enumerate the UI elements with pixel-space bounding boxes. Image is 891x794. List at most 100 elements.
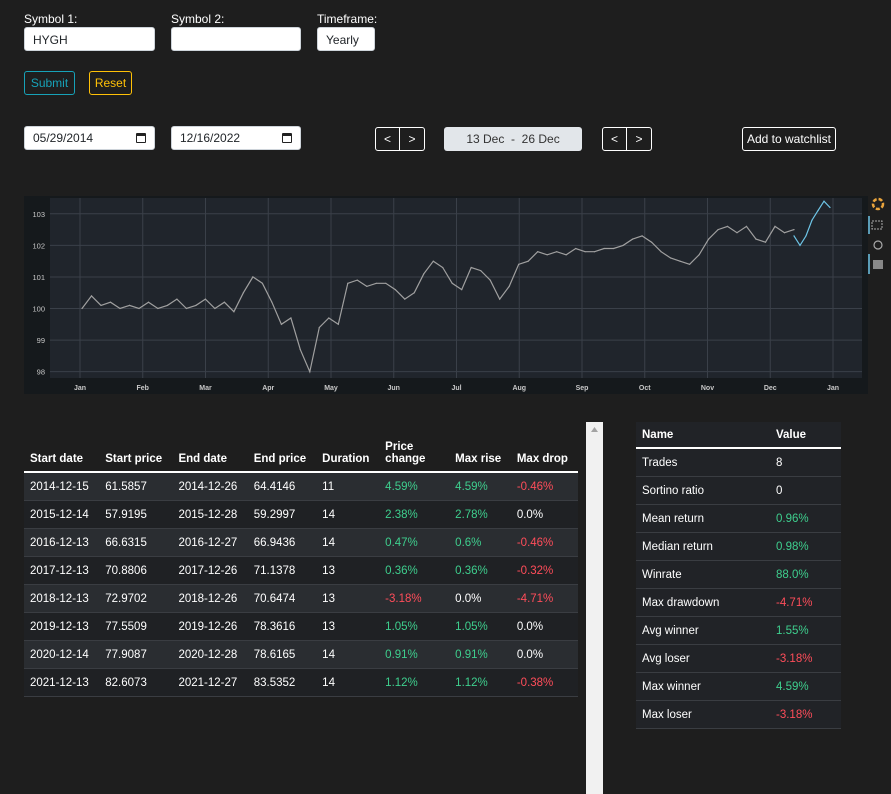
table-cell: 2014-12-26 — [172, 472, 248, 501]
bokeh-logo-icon[interactable] — [871, 197, 885, 211]
data-point — [556, 251, 558, 253]
submit-button[interactable]: Submit — [24, 71, 75, 95]
table-cell: 57.9195 — [99, 500, 173, 529]
calendar-icon[interactable] — [136, 133, 146, 143]
data-point — [290, 317, 292, 319]
table-cell: 2019-12-13 — [24, 612, 100, 641]
data-point — [138, 307, 140, 310]
table-cell: 2015-12-14 — [24, 500, 100, 529]
stats-row: Mean return 0.96% — [636, 504, 841, 533]
data-point — [499, 298, 501, 300]
next-period-button[interactable]: > — [627, 127, 652, 151]
data-point — [745, 225, 748, 227]
reset-icon[interactable] — [873, 240, 883, 250]
table-cell: 13 — [316, 612, 380, 641]
table-cell: 2015-12-28 — [172, 500, 248, 529]
data-point — [603, 247, 605, 250]
price-chart[interactable]: 98 99 100 101 102 103 Jan Feb Mar Apr May Jun Jul Aug… — [24, 196, 868, 394]
x-tick-label: May — [324, 385, 338, 392]
y-tick-label: 103 — [32, 210, 45, 219]
data-point — [546, 254, 548, 256]
stats-row: Median return 0.98% — [636, 532, 841, 561]
next-range-button[interactable]: > — [400, 127, 425, 151]
table-cell: 2.38% — [379, 500, 450, 529]
price-series-line — [81, 225, 795, 374]
stats-row: Max drawdown -4.71% — [636, 588, 841, 617]
table-cell: 77.9087 — [99, 640, 173, 669]
stat-value: -3.18% — [770, 700, 841, 729]
stats-row: Winrate 88.0% — [636, 560, 841, 589]
table-row: 2018-12-13 72.9702 2018-12-26 70.6474 13 -3.1… — [24, 584, 578, 613]
data-point — [755, 238, 757, 240]
stat-value: -4.71% — [770, 588, 841, 617]
data-point — [166, 304, 168, 306]
table-cell: 2021-12-13 — [24, 668, 100, 697]
x-tick-label: Dec — [764, 385, 777, 392]
table-cell: -0.38% — [510, 668, 578, 697]
table-cell: 64.4146 — [247, 472, 317, 501]
symbol2-label: Symbol 2: — [171, 12, 225, 26]
table-cell: 0.91% — [449, 640, 511, 669]
scroll-up-arrow-icon[interactable] — [586, 422, 603, 436]
symbol1-label: Symbol 1: — [24, 12, 78, 26]
table-cell: 0.0% — [510, 500, 578, 529]
data-point — [252, 276, 254, 278]
table-cell: 11 — [316, 472, 380, 501]
data-point — [185, 307, 187, 310]
data-point — [157, 307, 159, 310]
data-point — [708, 238, 710, 240]
x-tick-label: Jan — [74, 385, 86, 392]
data-point — [489, 279, 491, 281]
table-cell: 13 — [316, 556, 380, 585]
stat-name: Median return — [636, 532, 770, 561]
table-cell: 0.0% — [449, 584, 511, 613]
data-point — [793, 235, 795, 237]
trades-column-header: Start date — [24, 422, 100, 473]
stats-column-header: Value — [770, 422, 841, 449]
table-cell: 78.3616 — [247, 612, 317, 641]
stats-column-header: Name — [636, 422, 770, 449]
x-tick-label: Jun — [388, 385, 400, 392]
start-date-input[interactable]: 05/29/2014 — [24, 126, 155, 150]
table-cell: 72.9702 — [99, 584, 173, 613]
table-cell: 77.5509 — [99, 612, 173, 641]
data-point — [81, 307, 83, 310]
data-point — [242, 292, 244, 294]
box-zoom-icon[interactable] — [868, 216, 883, 234]
prev-period-button[interactable]: < — [602, 127, 627, 151]
table-cell: 2016-12-27 — [172, 528, 248, 557]
data-point — [176, 298, 178, 300]
data-point — [100, 304, 102, 306]
table-cell: 83.5352 — [247, 668, 317, 697]
data-point — [679, 260, 681, 262]
timeframe-select[interactable]: Yearly — [317, 27, 375, 51]
prev-range-button[interactable]: < — [375, 127, 400, 151]
scrollbar[interactable] — [586, 422, 603, 794]
symbol2-input[interactable] — [171, 27, 301, 51]
table-cell: 66.9436 — [247, 528, 317, 557]
table-cell: 14 — [316, 528, 380, 557]
reset-button[interactable]: Reset — [89, 71, 132, 95]
table-cell: 70.8806 — [99, 556, 173, 585]
table-cell: 1.05% — [379, 612, 450, 641]
table-cell: -0.46% — [510, 528, 578, 557]
x-tick-label: Jul — [451, 385, 461, 392]
data-point — [537, 251, 539, 253]
data-point — [793, 229, 795, 231]
add-to-watchlist-button[interactable]: Add to watchlist — [742, 127, 836, 151]
data-point — [565, 254, 567, 256]
timeframe-label: Timeframe: — [317, 12, 378, 26]
symbol1-input[interactable]: HYGH — [24, 27, 155, 51]
table-row: 2017-12-13 70.8806 2017-12-26 71.1378 13 0.36… — [24, 556, 578, 585]
data-point — [817, 210, 819, 212]
data-point — [328, 317, 330, 319]
calendar-icon[interactable] — [282, 133, 292, 143]
data-point — [594, 251, 596, 253]
stat-value: -3.18% — [770, 644, 841, 673]
x-tick-label: Jan — [827, 385, 839, 392]
table-cell: 2018-12-13 — [24, 584, 100, 613]
end-date-input[interactable]: 12/16/2022 — [171, 126, 301, 150]
table-cell: 2021-12-27 — [172, 668, 248, 697]
data-point — [318, 326, 320, 329]
save-icon[interactable] — [868, 254, 883, 274]
